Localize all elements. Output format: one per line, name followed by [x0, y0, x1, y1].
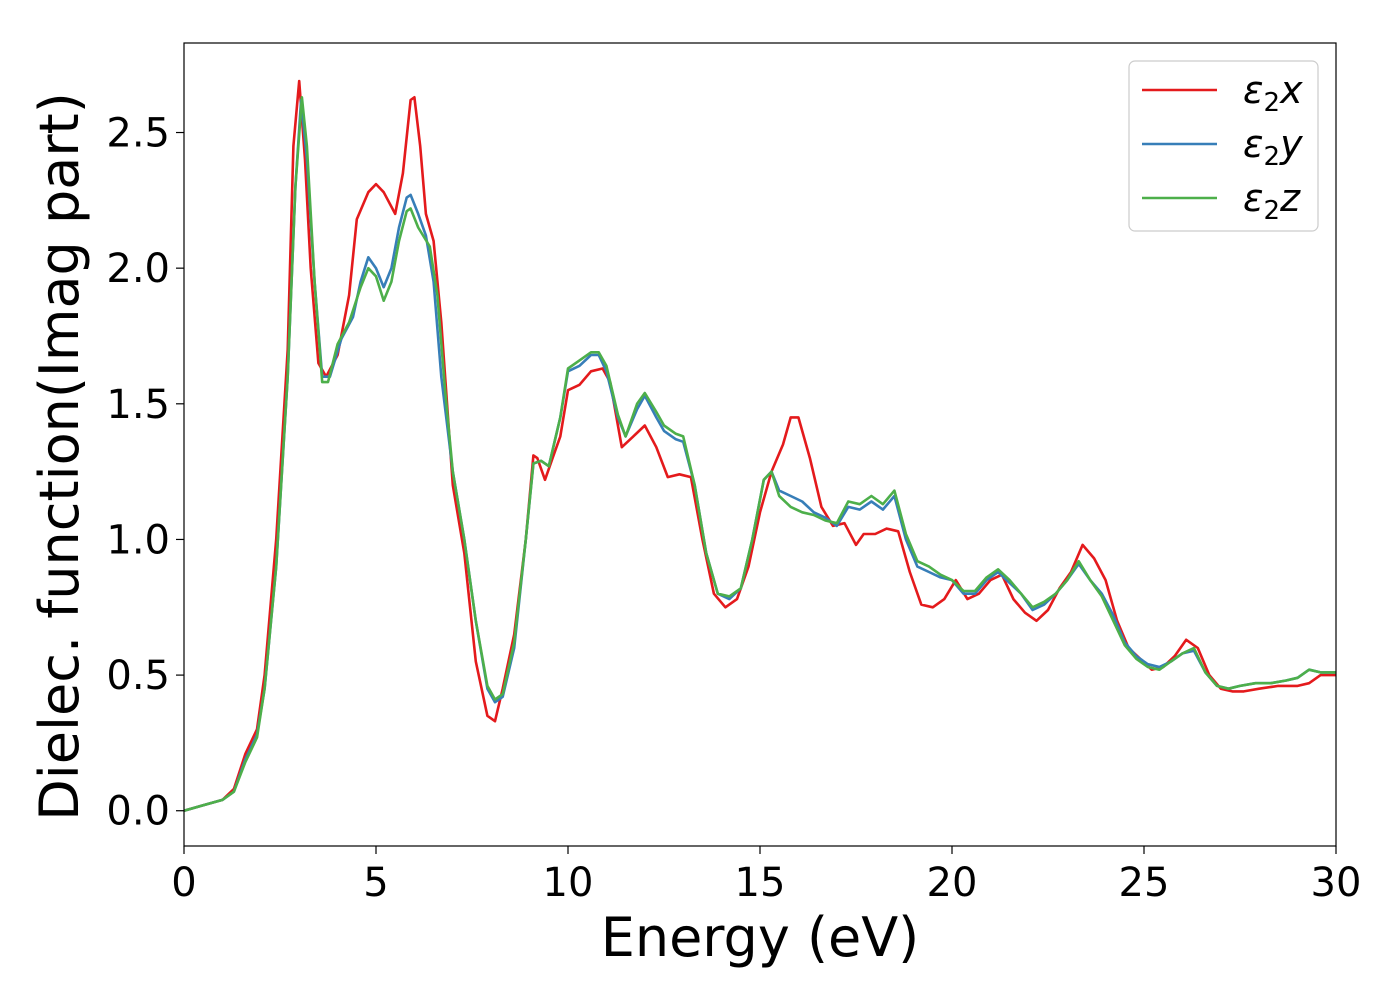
y-tick-label: 2.0 — [106, 246, 170, 292]
y-tick-label: 0.5 — [106, 653, 170, 699]
y-axis-label: Dielec. function(Imag part) — [28, 92, 91, 821]
x-axis-ticks: 0 5 10 15 20 25 30 — [171, 846, 1361, 906]
legend-label-z: ε2z — [1243, 176, 1301, 226]
x-tick-label: 10 — [543, 860, 594, 906]
legend-label-y: ε2y — [1243, 122, 1303, 172]
series-lines — [184, 79, 1336, 812]
x-tick-label: 0 — [171, 860, 196, 906]
series-line-x — [184, 79, 1336, 812]
legend-box — [1128, 60, 1319, 232]
legend-label-x: ε2x — [1243, 68, 1303, 118]
y-axis-ticks: 0.0 0.5 1.0 1.5 2.0 2.5 — [106, 111, 184, 835]
x-tick-label: 30 — [1311, 860, 1362, 906]
y-tick-label: 1.5 — [106, 382, 170, 428]
x-axis-label: Energy (eV) — [601, 906, 920, 969]
x-tick-label: 15 — [735, 860, 786, 906]
x-tick-label: 5 — [363, 860, 388, 906]
y-tick-label: 1.0 — [106, 517, 170, 563]
x-tick-label: 25 — [1119, 860, 1170, 906]
series-line-z — [184, 96, 1336, 812]
y-tick-label: 2.5 — [106, 111, 170, 157]
y-tick-label: 0.0 — [106, 789, 170, 835]
x-tick-label: 20 — [927, 860, 978, 906]
